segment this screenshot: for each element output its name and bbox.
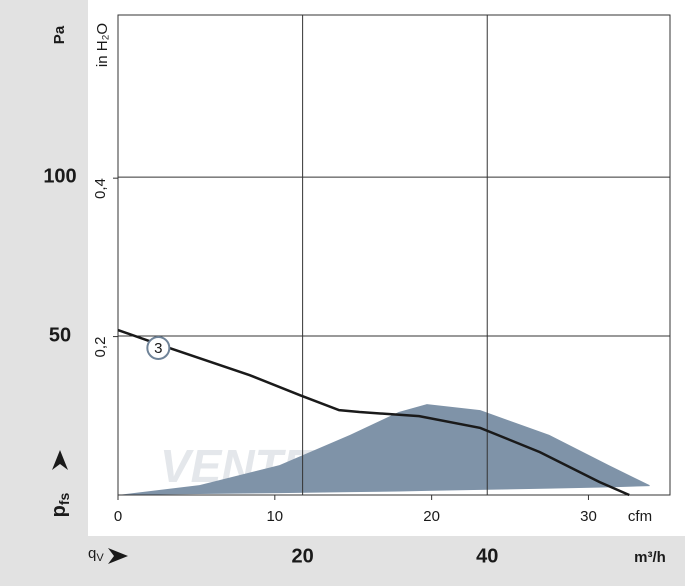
y-tick-label: 50 [49, 324, 71, 346]
x-tick-label: 30 [580, 508, 597, 525]
operating-area [118, 404, 650, 495]
fan-curve [117, 328, 630, 497]
x2-tick-label: 20 [291, 545, 313, 567]
y2-tick-label: 0,2 [92, 337, 109, 358]
curve-marker [146, 335, 171, 360]
x-label: cfm [628, 508, 652, 525]
x-symbol: qV [88, 545, 104, 564]
x-tick-label: 0 [114, 508, 122, 525]
curve-label: 3 [154, 340, 162, 357]
x2-label: m³/h [634, 549, 666, 566]
left-strip [0, 0, 88, 536]
y-arrow [52, 450, 68, 470]
plot-frame [117, 14, 671, 496]
x-arrow [108, 548, 128, 564]
y-symbol: pfs [48, 492, 71, 517]
x2-tick-label: 40 [476, 545, 498, 567]
y2-label: in H₂O [94, 23, 111, 67]
y-tick-label: 100 [43, 165, 76, 187]
y2-tick-label: 0,4 [92, 178, 109, 199]
x-tick-label: 10 [266, 508, 283, 525]
x-tick-label: 20 [423, 508, 440, 525]
y-label: Pa [51, 25, 68, 44]
